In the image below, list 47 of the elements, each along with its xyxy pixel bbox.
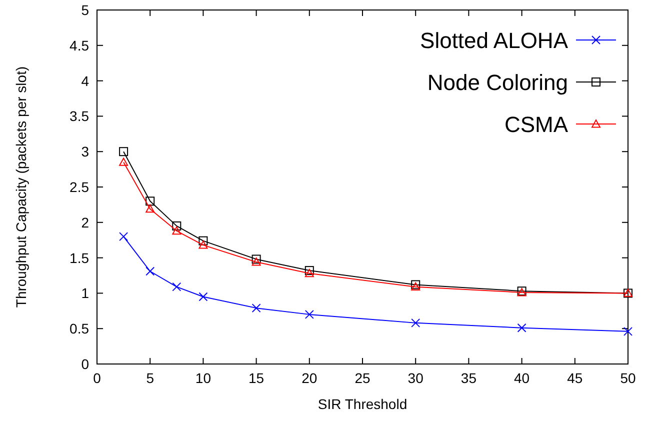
x-tick-label: 50 bbox=[620, 370, 636, 386]
point bbox=[624, 326, 632, 336]
y-tick-label: 1.5 bbox=[70, 250, 90, 266]
point bbox=[172, 226, 182, 235]
x-tick-label: 5 bbox=[146, 370, 154, 386]
legend-label: Node Coloring bbox=[427, 70, 568, 95]
y-tick-label: 3.5 bbox=[70, 108, 90, 124]
point bbox=[198, 236, 208, 246]
point bbox=[119, 232, 128, 242]
x-tick-label: 25 bbox=[354, 370, 370, 386]
x-tick-label: 0 bbox=[93, 370, 102, 386]
point bbox=[304, 310, 314, 319]
y-tick-label: 2.5 bbox=[70, 179, 90, 195]
point bbox=[304, 268, 314, 278]
legend-label: Slotted ALOHA bbox=[420, 28, 568, 53]
point bbox=[198, 292, 208, 302]
point bbox=[146, 266, 155, 276]
point bbox=[252, 304, 261, 313]
point bbox=[146, 196, 155, 206]
x-tick-label: 20 bbox=[302, 370, 318, 386]
x-tick-label: 40 bbox=[514, 370, 530, 386]
y-tick-label: 4.5 bbox=[70, 37, 90, 54]
x-tick-label: 45 bbox=[567, 370, 583, 386]
x-tick-label: 35 bbox=[460, 370, 477, 386]
point bbox=[119, 147, 128, 156]
y-tick-label: 4 bbox=[81, 72, 90, 89]
x-tick-label: 30 bbox=[408, 370, 424, 386]
x-tick-label: 10 bbox=[195, 370, 212, 386]
point bbox=[411, 318, 420, 328]
y-tick-label: 0 bbox=[81, 356, 90, 372]
point bbox=[198, 240, 208, 249]
y-tick-label: 0.5 bbox=[70, 320, 90, 337]
point bbox=[252, 254, 261, 264]
point bbox=[252, 258, 261, 266]
y-tick-label: 1 bbox=[81, 285, 90, 302]
point bbox=[172, 282, 182, 292]
y-axis-title: Throughput Capacity (packets per slot) bbox=[13, 66, 29, 308]
point bbox=[119, 158, 128, 166]
legend-label: CSMA bbox=[504, 112, 568, 137]
point bbox=[146, 204, 155, 213]
point bbox=[172, 221, 182, 230]
x-tick-label: 15 bbox=[248, 370, 264, 386]
y-tick-label: 5 bbox=[81, 2, 90, 18]
point bbox=[517, 323, 526, 332]
y-tick-label: 3 bbox=[81, 144, 90, 160]
x-axis-title: SIR Threshold bbox=[318, 396, 408, 412]
y-tick-label: 2 bbox=[81, 214, 90, 230]
